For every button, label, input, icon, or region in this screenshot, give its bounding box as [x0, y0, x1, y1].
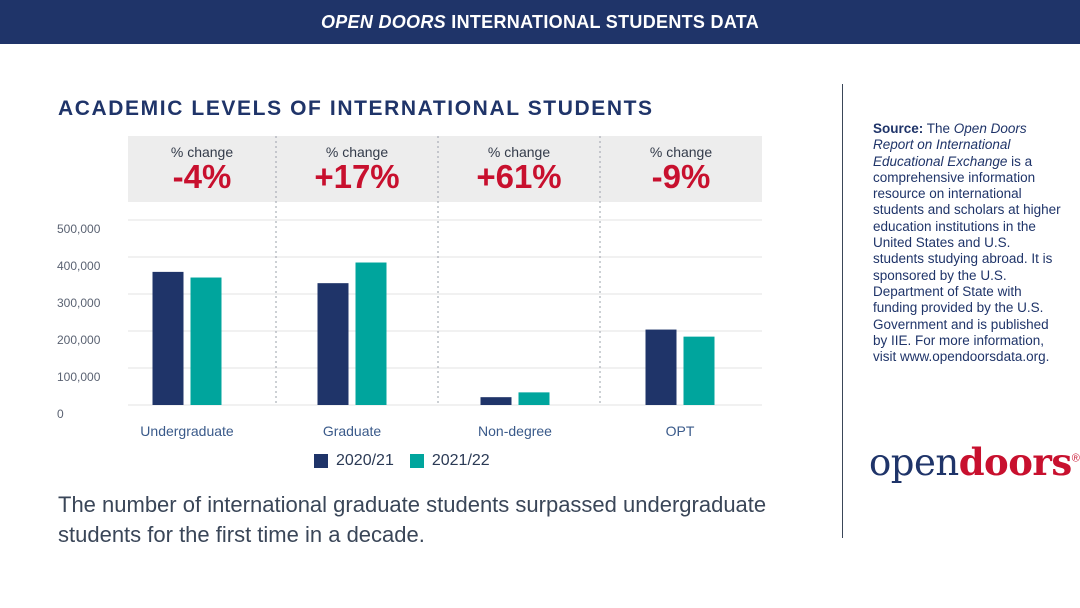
x-category-label: Undergraduate — [140, 423, 234, 439]
legend-swatch-2020-21 — [314, 454, 328, 468]
bar-undergraduate-2020-21 — [152, 271, 184, 405]
source-label: Source: — [873, 121, 924, 136]
bar-opt-2020-21 — [645, 329, 677, 405]
source-text-2: is a comprehensive information resource … — [873, 153, 1061, 365]
bar-non-degree-2020-21 — [480, 397, 512, 405]
source-note: Source: The Open Doors Report on Interna… — [873, 121, 1063, 365]
change-value: +17% — [314, 158, 400, 195]
y-tick-label: 0 — [57, 407, 64, 421]
y-tick-label: 200,000 — [57, 333, 101, 347]
bar-graduate-2021-22 — [355, 262, 387, 405]
x-category-label: OPT — [666, 423, 695, 439]
source-text-1: The — [923, 121, 954, 136]
bar-undergraduate-2021-22 — [190, 277, 222, 405]
change-label: % change — [325, 144, 389, 160]
y-tick-label: 100,000 — [57, 370, 101, 384]
legend-label: 2021/22 — [431, 452, 490, 469]
x-category-label: Non-degree — [478, 423, 552, 439]
bar-opt-2021-22 — [683, 336, 715, 405]
y-tick-label: 400,000 — [57, 259, 101, 273]
change-box-graduate: % change +17% — [276, 136, 438, 202]
change-value: -9% — [651, 158, 711, 195]
source-report-title: Open Doors Report on International Educa… — [873, 121, 1027, 169]
banner-title-italic: OPEN DOORS — [320, 11, 446, 32]
legend: 2020/21 2021/22 — [314, 452, 490, 470]
logo-registered: ® — [1071, 452, 1080, 465]
change-box-undergraduate: % change -4% — [128, 136, 276, 202]
legend-item-2020-21: 2020/21 — [314, 452, 394, 470]
bar-graduate-2020-21 — [317, 283, 349, 405]
banner-title-rest: INTERNATIONAL STUDENTS DATA — [451, 11, 760, 32]
legend-item-2021-22: 2021/22 — [409, 452, 490, 470]
bar-non-degree-2021-22 — [518, 392, 550, 405]
bar-chart: 0 100,000 200,000 300,000 400,000 500,000 Unde… — [57, 136, 762, 439]
top-banner: OPEN DOORS INTERNATIONAL STUDENTS DATA — [0, 0, 1080, 44]
x-category-label: Graduate — [323, 423, 382, 439]
y-tick-label: 500,000 — [57, 222, 101, 236]
change-label: % change — [649, 144, 713, 160]
change-box-opt: % change -9% — [600, 136, 762, 202]
change-label: % change — [170, 144, 234, 160]
banner-title: OPEN DOORS INTERNATIONAL STUDENTS DATA — [321, 12, 759, 33]
chart-title: ACADEMIC LEVELS OF INTERNATIONAL STUDENT… — [58, 97, 654, 120]
change-box-non-degree: % change +61% — [438, 136, 600, 202]
change-value: -4% — [172, 158, 232, 195]
legend-label: 2020/21 — [336, 452, 394, 469]
logo-doors: doors — [958, 440, 1073, 484]
legend-swatch-2021-22 — [409, 454, 424, 468]
opendoors-logo: opendoors® — [869, 440, 1080, 484]
change-label: % change — [487, 144, 551, 160]
change-value: +61% — [476, 158, 562, 195]
y-tick-label: 300,000 — [57, 296, 101, 310]
divider — [842, 84, 843, 538]
caption: The number of international graduate stu… — [58, 492, 767, 547]
logo-open: open — [869, 441, 959, 484]
